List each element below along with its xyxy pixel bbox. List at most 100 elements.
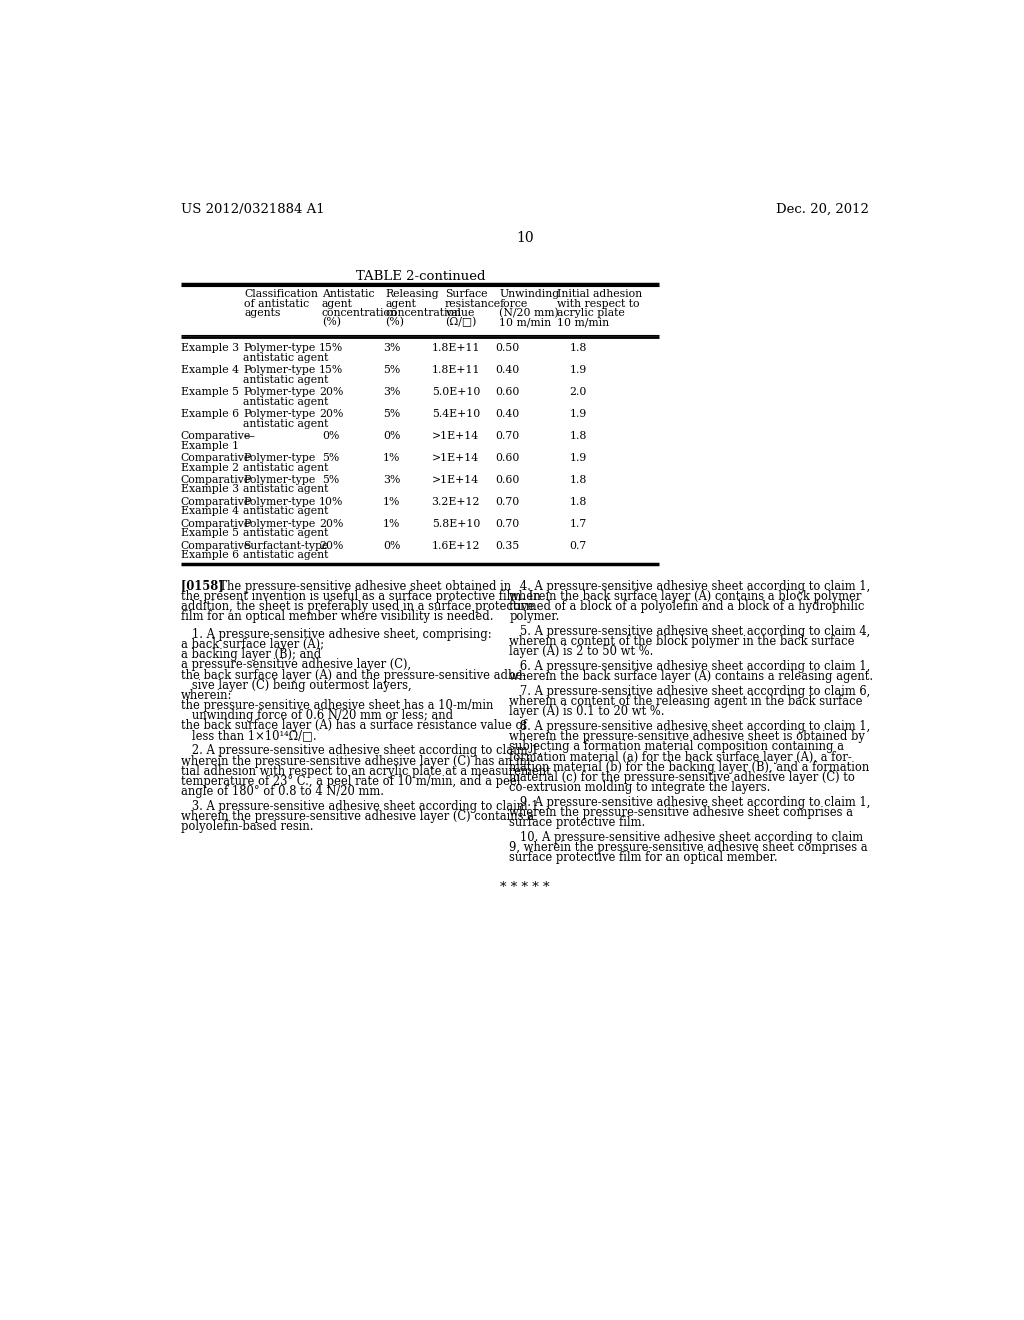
Text: resistance: resistance: [445, 298, 501, 309]
Text: wherein the pressure-sensitive adhesive sheet is obtained by: wherein the pressure-sensitive adhesive …: [509, 730, 865, 743]
Text: wherein a content of the block polymer in the back surface: wherein a content of the block polymer i…: [509, 635, 855, 648]
Text: 0.7: 0.7: [569, 541, 587, 550]
Text: Example 4: Example 4: [180, 507, 239, 516]
Text: 0.60: 0.60: [495, 453, 519, 463]
Text: agent: agent: [322, 298, 352, 309]
Text: a pressure-sensitive adhesive layer (C),: a pressure-sensitive adhesive layer (C),: [180, 659, 411, 672]
Text: (%): (%): [322, 317, 341, 327]
Text: Surfactant-type: Surfactant-type: [244, 541, 329, 550]
Text: Comparative: Comparative: [180, 496, 251, 507]
Text: wherein the back surface layer (A) contains a releasing agent.: wherein the back surface layer (A) conta…: [509, 671, 873, 684]
Text: layer (A) is 0.1 to 20 wt %.: layer (A) is 0.1 to 20 wt %.: [509, 705, 665, 718]
Text: agents: agents: [245, 308, 281, 318]
Text: Example 5: Example 5: [180, 528, 239, 539]
Text: wherein the pressure-sensitive adhesive layer (C) has an ini-: wherein the pressure-sensitive adhesive …: [180, 755, 535, 767]
Text: antistatic agent: antistatic agent: [244, 462, 329, 473]
Text: 10 m/min: 10 m/min: [500, 317, 551, 327]
Text: US 2012/0321884 A1: US 2012/0321884 A1: [180, 203, 325, 216]
Text: 0.70: 0.70: [495, 496, 519, 507]
Text: co-extrusion molding to integrate the layers.: co-extrusion molding to integrate the la…: [509, 781, 771, 795]
Text: Polymer-type: Polymer-type: [244, 496, 315, 507]
Text: film for an optical member where visibility is needed.: film for an optical member where visibil…: [180, 610, 494, 623]
Text: 1.9: 1.9: [569, 453, 587, 463]
Text: wherein:: wherein:: [180, 689, 232, 702]
Text: 1.8E+11: 1.8E+11: [431, 366, 480, 375]
Text: unwinding force of 0.6 N/20 mm or less; and: unwinding force of 0.6 N/20 mm or less; …: [180, 709, 453, 722]
Text: Polymer-type: Polymer-type: [244, 343, 315, 354]
Text: 0.50: 0.50: [495, 343, 519, 354]
Text: 1.8: 1.8: [569, 343, 587, 354]
Text: Comparative: Comparative: [180, 475, 251, 484]
Text: less than 1×10¹⁴Ω/□.: less than 1×10¹⁴Ω/□.: [180, 730, 316, 743]
Text: Classification: Classification: [245, 289, 318, 300]
Text: formed of a block of a polyolefin and a block of a hydrophilic: formed of a block of a polyolefin and a …: [509, 599, 864, 612]
Text: 1.8: 1.8: [569, 430, 587, 441]
Text: 0%: 0%: [383, 541, 400, 550]
Text: 5.0E+10: 5.0E+10: [432, 387, 480, 397]
Text: 1.9: 1.9: [569, 409, 587, 418]
Text: polymer.: polymer.: [509, 610, 560, 623]
Text: Antistatic: Antistatic: [322, 289, 374, 300]
Text: 3%: 3%: [383, 343, 400, 354]
Text: Comparative: Comparative: [180, 453, 251, 463]
Text: antistatic agent: antistatic agent: [244, 397, 329, 407]
Text: 3%: 3%: [383, 475, 400, 484]
Text: (N/20 mm): (N/20 mm): [500, 308, 559, 318]
Text: the pressure-sensitive adhesive sheet has a 10-m/min: the pressure-sensitive adhesive sheet ha…: [180, 700, 494, 711]
Text: a backing layer (B); and: a backing layer (B); and: [180, 648, 321, 661]
Text: Comparative: Comparative: [180, 519, 251, 529]
Text: temperature of 23° C., a peel rate of 10 m/min, and a peel: temperature of 23° C., a peel rate of 10…: [180, 775, 520, 788]
Text: angle of 180° of 0.8 to 4 N/20 mm.: angle of 180° of 0.8 to 4 N/20 mm.: [180, 785, 384, 799]
Text: 0.60: 0.60: [495, 387, 519, 397]
Text: TABLE 2-continued: TABLE 2-continued: [356, 271, 485, 282]
Text: tial adhesion with respect to an acrylic plate at a measurement: tial adhesion with respect to an acrylic…: [180, 764, 551, 777]
Text: Comparative: Comparative: [180, 430, 251, 441]
Text: 3%: 3%: [383, 387, 400, 397]
Text: Polymer-type: Polymer-type: [244, 409, 315, 418]
Text: of antistatic: of antistatic: [245, 298, 309, 309]
Text: value: value: [445, 308, 474, 318]
Text: 2. A pressure-sensitive adhesive sheet according to claim 1,: 2. A pressure-sensitive adhesive sheet a…: [180, 744, 542, 758]
Text: polyolefin-based resin.: polyolefin-based resin.: [180, 820, 313, 833]
Text: mation material (b) for the backing layer (B), and a formation: mation material (b) for the backing laye…: [509, 760, 869, 774]
Text: 3.2E+12: 3.2E+12: [431, 496, 480, 507]
Text: >1E+14: >1E+14: [432, 453, 479, 463]
Text: the present invention is useful as a surface protective film. In: the present invention is useful as a sur…: [180, 590, 541, 603]
Text: 5. A pressure-sensitive adhesive sheet according to claim 4,: 5. A pressure-sensitive adhesive sheet a…: [509, 624, 870, 638]
Text: 15%: 15%: [318, 343, 343, 354]
Text: 8. A pressure-sensitive adhesive sheet according to claim 1,: 8. A pressure-sensitive adhesive sheet a…: [509, 719, 870, 733]
Text: acrylic plate: acrylic plate: [557, 308, 625, 318]
Text: surface protective film for an optical member.: surface protective film for an optical m…: [509, 851, 778, 865]
Text: The pressure-sensitive adhesive sheet obtained in: The pressure-sensitive adhesive sheet ob…: [212, 579, 511, 593]
Text: 1.8: 1.8: [569, 475, 587, 484]
Text: Polymer-type: Polymer-type: [244, 519, 315, 529]
Text: Example 6: Example 6: [180, 550, 239, 560]
Text: wherein the back surface layer (A) contains a block polymer: wherein the back surface layer (A) conta…: [509, 590, 861, 603]
Text: 9, wherein the pressure-sensitive adhesive sheet comprises a: 9, wherein the pressure-sensitive adhesi…: [509, 841, 868, 854]
Text: 5.8E+10: 5.8E+10: [432, 519, 480, 529]
Text: 0%: 0%: [323, 430, 340, 441]
Text: 1.9: 1.9: [569, 366, 587, 375]
Text: 15%: 15%: [318, 366, 343, 375]
Text: Example 3: Example 3: [180, 343, 239, 354]
Text: 0.60: 0.60: [495, 475, 519, 484]
Text: —: —: [244, 430, 254, 441]
Text: Polymer-type: Polymer-type: [244, 453, 315, 463]
Text: 0.40: 0.40: [495, 366, 519, 375]
Text: Comparative: Comparative: [180, 541, 251, 550]
Text: antistatic agent: antistatic agent: [244, 375, 329, 384]
Text: 1.8E+11: 1.8E+11: [431, 343, 480, 354]
Text: 10 m/min: 10 m/min: [557, 317, 608, 327]
Text: 9. A pressure-sensitive adhesive sheet according to claim 1,: 9. A pressure-sensitive adhesive sheet a…: [509, 796, 870, 809]
Text: surface protective film.: surface protective film.: [509, 816, 645, 829]
Text: 1.7: 1.7: [569, 519, 587, 529]
Text: 7. A pressure-sensitive adhesive sheet according to claim 6,: 7. A pressure-sensitive adhesive sheet a…: [509, 685, 870, 698]
Text: (%): (%): [385, 317, 404, 327]
Text: sive layer (C) being outermost layers,: sive layer (C) being outermost layers,: [180, 678, 412, 692]
Text: 20%: 20%: [318, 409, 343, 418]
Text: 5%: 5%: [383, 409, 400, 418]
Text: Polymer-type: Polymer-type: [244, 366, 315, 375]
Text: (Ω/□): (Ω/□): [445, 317, 476, 327]
Text: wherein the pressure-sensitive adhesive layer (C) contains a: wherein the pressure-sensitive adhesive …: [180, 810, 534, 822]
Text: antistatic agent: antistatic agent: [244, 352, 329, 363]
